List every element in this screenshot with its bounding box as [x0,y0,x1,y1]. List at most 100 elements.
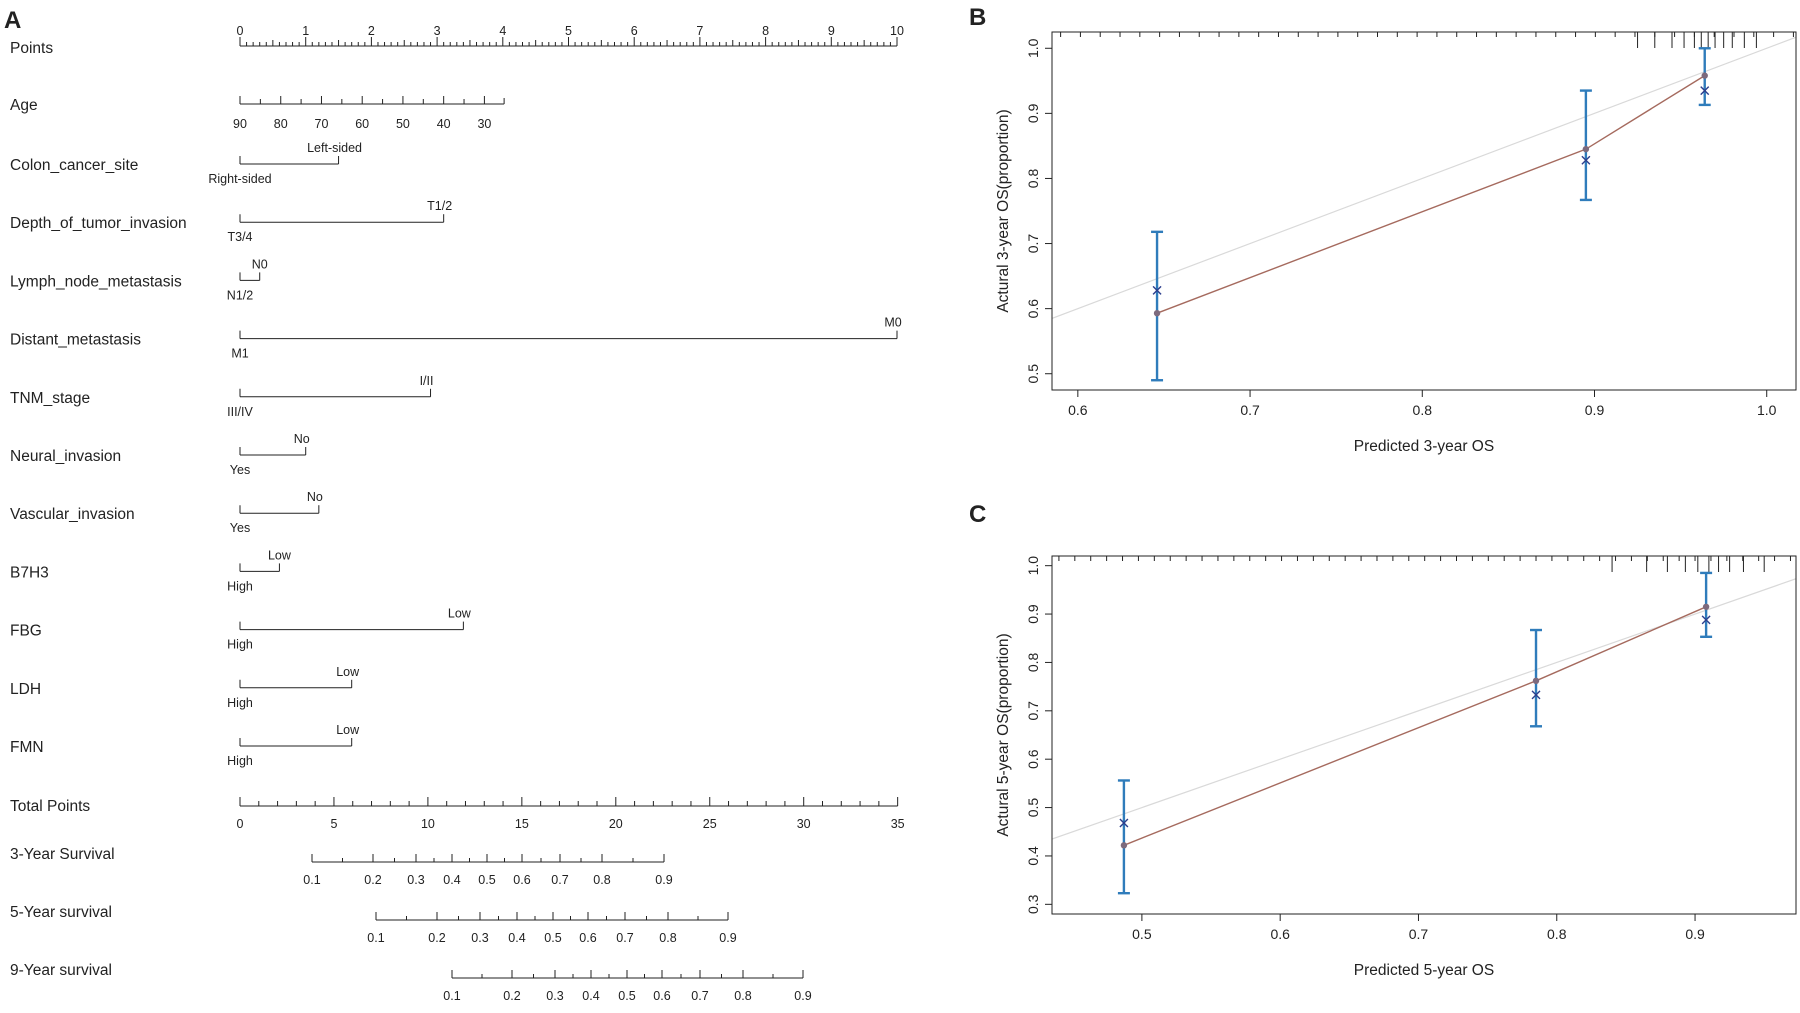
survival-1-tick-label: 0.9 [655,873,672,887]
cal3-y-tick-label: 0.7 [1025,234,1041,254]
panel-label-a: A [4,7,21,34]
cal3-calibration-line [1156,75,1706,314]
survival-2-tick-label: 0.9 [719,931,736,945]
cal5-observed-marker [1701,615,1711,625]
survival-1-tick-label: 0.4 [443,873,460,887]
survival-2-tick-label: 0.7 [616,931,633,945]
cal5-y-tick-label: 0.5 [1025,798,1041,818]
survival-3-tick-label: 0.5 [618,989,635,1003]
survival-1-tick-label: 0.1 [303,873,320,887]
neural-invasion-level-high-points: No [294,432,310,446]
cal5-predicted-point [1120,842,1128,849]
cal3-x-axis-label: Predicted 3-year OS [1354,438,1494,455]
cal3-observed-marker [1152,285,1162,295]
cal5-predicted-point [1532,677,1540,685]
cal5-y-tick-label: 0.6 [1025,749,1041,769]
calibration-3-year-panel: B 0.6 0.7 0.8 0.9 1.0 0.5 0.6 0.7 0.8 0.9 1.0 Predic… [969,4,1797,455]
points-tick-label: 10 [890,24,904,38]
survival-3-tick-label: 0.2 [503,989,520,1003]
depth-of-tumor-invasion-level-low-points: T3/4 [227,230,252,244]
row-label-depth-of-tumor-invasion: Depth_of_tumor_invasion [10,215,187,232]
tnm-stage-level-low-points: III/IV [227,405,253,419]
survival-1-tick-label: 0.6 [513,873,530,887]
survival-2-tick-label: 0.2 [428,931,445,945]
survival-3-tick-label: 0.4 [582,989,599,1003]
vascular-invasion-level-low-points: Yes [230,521,250,535]
survival-3-tick-label: 0.7 [691,989,708,1003]
cal5-observed-marker [1119,818,1129,828]
age-tick-label: 40 [437,117,451,131]
cal5-y-tick-label: 0.7 [1025,701,1041,721]
b7h3-level-low-points: High [227,579,253,593]
total-points-tick-label: 15 [515,817,529,831]
row-label-ldh: LDH [10,681,41,698]
points-tick-label: 1 [302,24,309,38]
cal3-panel-label: B [969,4,986,31]
row-label-neural-invasion: Neural_invasion [10,448,121,465]
cal5-x-axis-label: Predicted 5-year OS [1354,962,1494,979]
cal3-x-tick-label: 0.8 [1413,402,1433,418]
survival-3-tick-label: 0.8 [734,989,751,1003]
survival-1-tick-label: 0.2 [364,873,381,887]
row-label-survival-2: 5-Year survival [10,904,112,921]
age-tick-label: 80 [274,117,288,131]
cal5-x-tick-label: 0.8 [1547,926,1567,942]
depth-of-tumor-invasion-level-high-points: T1/2 [427,199,452,213]
row-label-distant-metastasis: Distant_metastasis [10,332,141,349]
calibration-5-year-panel: C 0.5 0.6 0.7 0.8 0.9 0.3 0.4 0.5 0.6 0.7 0.8 0.9 1.0… [969,501,1797,979]
total-points-tick-label: 25 [703,817,717,831]
row-label-fbg: FBG [10,623,42,640]
distant-metastasis-level-low-points: M1 [231,347,248,361]
cal5-panel-label: C [969,501,986,528]
survival-3-tick-label: 0.3 [546,989,563,1003]
survival-2-tick-label: 0.1 [367,931,384,945]
cal3-reference-line [1052,36,1796,319]
points-tick-label: 9 [828,24,835,38]
cal5-y-tick-label: 1.0 [1025,556,1041,576]
cal5-calibration-line [1123,606,1707,846]
row-label-age: Age [10,97,38,114]
row-label-survival-1: 3-Year Survival [10,846,115,863]
survival-1-tick-label: 0.5 [478,873,495,887]
ldh-level-low-points: High [227,696,253,710]
cal3-x-tick-label: 0.6 [1068,402,1088,418]
cal5-y-axis-label: Actural 5-year OS(proportion) [995,633,1012,836]
row-label-points: Points [10,40,53,57]
row-label-lymph-node-metastasis: Lymph_node_metastasis [10,273,182,290]
fbg-level-low-points: High [227,638,253,652]
cal3-y-tick-label: 0.8 [1025,169,1041,189]
points-tick-label: 3 [434,24,441,38]
age-tick-label: 90 [233,117,247,131]
cal5-y-tick-label: 0.9 [1025,604,1041,624]
colon-cancer-site-level-low-points: Right-sided [208,172,271,186]
cal3-y-tick-label: 0.9 [1025,103,1041,123]
survival-2-tick-label: 0.4 [508,931,525,945]
points-tick-label: 7 [696,24,703,38]
lymph-node-metastasis-level-high-points: N0 [252,257,268,271]
age-tick-label: 60 [355,117,369,131]
cal3-x-tick-label: 0.7 [1240,402,1260,418]
survival-2-tick-label: 0.3 [471,931,488,945]
cal3-predicted-point [1582,145,1590,153]
total-points-tick-label: 20 [609,817,623,831]
cal3-y-tick-label: 0.5 [1025,364,1041,384]
row-label-fmn: FMN [10,739,44,756]
age-tick-label: 30 [477,117,491,131]
row-label-vascular-invasion: Vascular_invasion [10,506,135,523]
cal5-y-tick-label: 0.8 [1025,652,1041,672]
cal5-x-tick-label: 0.9 [1685,926,1705,942]
total-points-tick-label: 0 [237,817,244,831]
cal3-observed-marker [1700,86,1710,96]
tnm-stage-level-high-points: I/II [420,374,434,388]
total-points-tick-label: 35 [891,817,905,831]
row-label-colon-cancer-site: Colon_cancer_site [10,157,138,174]
cal3-observed-marker [1581,155,1591,165]
fbg-level-high-points: Low [448,607,472,621]
row-label-b7h3: B7H3 [10,564,49,581]
total-points-tick-label: 5 [330,817,337,831]
cal5-y-tick-label: 0.4 [1025,846,1041,866]
cal5-plot-frame [1051,555,1797,915]
points-tick-label: 5 [565,24,572,38]
fmn-level-low-points: High [227,754,253,768]
